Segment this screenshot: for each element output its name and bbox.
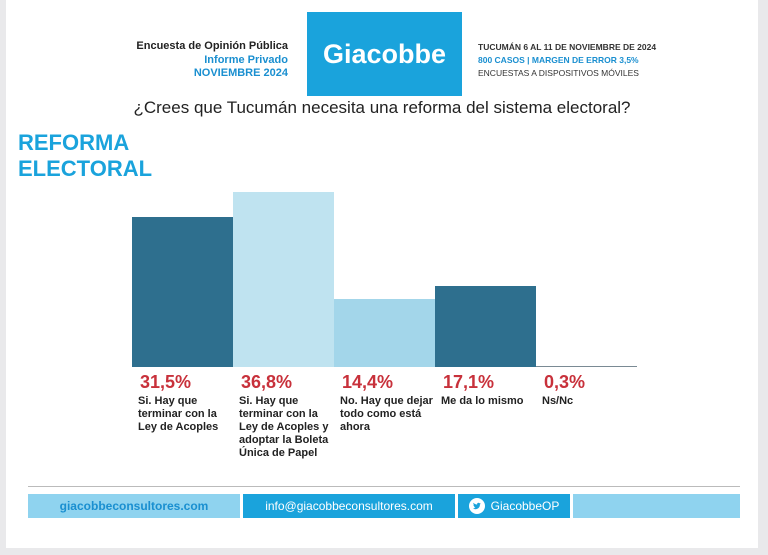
survey-detail: TUCUMÁN 6 AL 11 DE NOVIEMBRE DE 2024 — [478, 42, 657, 52]
bar — [132, 217, 233, 367]
website[interactable]: giacobbeconsultores.com — [28, 494, 240, 518]
email[interactable]: info@giacobbeconsultores.com — [243, 494, 455, 518]
footer-band — [573, 494, 740, 518]
value-label: 31,5% — [140, 372, 192, 392]
survey-detail: 800 CASOS | MARGEN DE ERROR 3,5% — [478, 55, 639, 65]
bar — [435, 285, 536, 367]
category-label: Me da lo mismo — [441, 395, 524, 407]
survey-detail: ENCUESTAS A DISPOSITIVOS MÓVILES — [478, 68, 639, 78]
value-label: 36,8% — [241, 372, 293, 392]
category-label: Ns/Nc — [542, 395, 574, 407]
value-label: 0,3% — [544, 372, 586, 392]
brand-logo: Giacobbe — [307, 12, 462, 96]
twitter-handle[interactable]: GiacobbeOP — [490, 499, 560, 513]
sheet: Encuesta de Opinión Pública Informe Priv… — [6, 0, 758, 548]
chart-title: ¿Crees que Tucumán necesita una reforma … — [133, 98, 631, 117]
bar — [334, 298, 435, 367]
value-label: 14,4% — [342, 372, 394, 392]
category-label: Si. Hay que terminar con la Ley de Acopl… — [138, 395, 219, 433]
divider — [28, 486, 740, 487]
chart-subtitle: REFORMA ELECTORAL — [18, 130, 153, 181]
report-date: NOVIEMBRE 2024 — [193, 67, 288, 79]
bar — [233, 192, 334, 367]
survey-title: Encuesta de Opinión Pública — [136, 40, 288, 52]
bar — [536, 365, 637, 367]
report-type: Informe Privado — [204, 54, 288, 66]
twitter-link[interactable]: GiacobbeOP — [458, 494, 570, 518]
value-label: 17,1% — [443, 372, 495, 392]
category-label: Si. Hay que terminar con la Ley de Acopl… — [239, 395, 329, 459]
category-label: No. Hay que dejar todo como está ahora — [340, 395, 433, 433]
twitter-icon — [468, 498, 485, 514]
